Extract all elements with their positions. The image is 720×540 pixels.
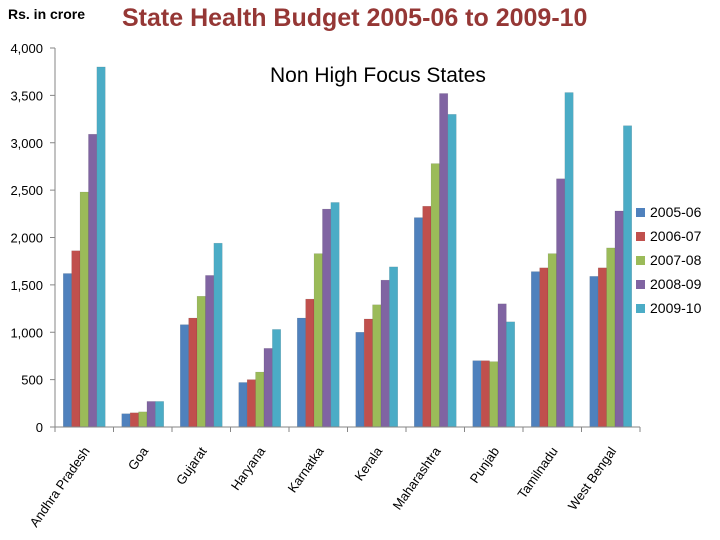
bar-2006-07 xyxy=(363,318,373,428)
bars xyxy=(63,66,632,428)
bar-2005-06 xyxy=(472,360,482,428)
y-axis: 0 500 1,000 1,500 2,000 2,500 3,000 3,500 4,000 xyxy=(10,41,56,435)
bar-2007-08 xyxy=(606,247,616,428)
bar-2009-10 xyxy=(623,125,632,428)
bar-2007-08 xyxy=(196,295,206,428)
legend-label: 2005-06 xyxy=(650,204,702,220)
legend-label: 2007-08 xyxy=(650,252,702,268)
y-tick-label: 2,500 xyxy=(10,183,43,198)
y-tick-label: 500 xyxy=(21,373,43,388)
bar-2009-10 xyxy=(96,66,106,428)
bar-2009-10 xyxy=(330,202,340,428)
bar-2009-10 xyxy=(564,92,574,428)
bar-2008-09 xyxy=(322,208,332,428)
bar-2006-07 xyxy=(129,412,139,428)
y-tick-label: 0 xyxy=(36,420,43,435)
bar-2009-10 xyxy=(447,114,457,428)
legend-swatch xyxy=(636,208,645,217)
bar-2008-09 xyxy=(497,303,507,428)
y-tick-label: 3,500 xyxy=(10,88,43,103)
x-tick-label: Tamilnadu xyxy=(514,444,560,501)
bar-2006-07 xyxy=(188,317,198,428)
bar-2005-06 xyxy=(531,271,540,428)
bar-2006-07 xyxy=(597,267,607,428)
bar-2007-08 xyxy=(313,253,323,428)
bar-2006-07 xyxy=(246,379,256,428)
x-tick-label: West Bengal xyxy=(565,444,619,513)
x-tick-label: Karnatka xyxy=(285,443,328,495)
bar-2008-09 xyxy=(439,93,449,428)
legend-swatch xyxy=(636,256,645,265)
bar-2007-08 xyxy=(138,411,148,428)
bar-2006-07 xyxy=(422,205,432,428)
legend: 2005-06 2006-07 2007-08 2008-09 2009-10 xyxy=(636,204,702,316)
x-tick-label: Haryana xyxy=(228,443,269,492)
chart-subtitle: Non High Focus States xyxy=(270,64,486,87)
bar-2008-09 xyxy=(88,133,98,428)
x-tick-label: Andhra Pradesh xyxy=(27,444,93,530)
legend-swatch xyxy=(636,232,645,241)
bar-2005-06 xyxy=(121,413,131,428)
y-tick-label: 4,000 xyxy=(10,41,43,56)
x-tick-label: Kerala xyxy=(351,443,385,483)
legend-swatch xyxy=(636,304,645,313)
legend-label: 2006-07 xyxy=(650,228,702,244)
bar-2009-10 xyxy=(506,321,516,428)
bar-2008-09 xyxy=(205,275,215,428)
bar-2007-08 xyxy=(547,253,557,428)
bar-2006-07 xyxy=(539,267,549,428)
x-tick-label: Punjab xyxy=(467,444,503,486)
bar-2005-06 xyxy=(238,382,248,428)
bar-2009-10 xyxy=(272,329,282,428)
y-tick-label: 2,000 xyxy=(10,231,43,246)
chart-title: State Health Budget 2005-06 to 2009-10 xyxy=(122,4,588,32)
bar-2007-08 xyxy=(79,191,89,428)
y-tick-label: 1,500 xyxy=(10,278,43,293)
bar-2009-10 xyxy=(213,242,223,428)
x-tick-label: Maharashtra xyxy=(390,443,445,512)
y-tick-label: 1,000 xyxy=(10,325,43,340)
y-tick-label: 3,000 xyxy=(10,136,43,151)
bar-2008-09 xyxy=(146,401,156,428)
x-axis: Andhra Pradesh Goa Gujarat Haryana Karnatka K… xyxy=(27,426,641,530)
bar-2005-06 xyxy=(180,324,189,428)
bar-2007-08 xyxy=(372,304,382,428)
bar-2006-07 xyxy=(71,250,81,428)
bar-2008-09 xyxy=(263,348,273,428)
unit-label: Rs. in crore xyxy=(8,6,86,22)
legend-label: 2009-10 xyxy=(650,300,702,316)
bar-2005-06 xyxy=(355,332,365,428)
bar-2009-10 xyxy=(155,401,165,428)
bar-2005-06 xyxy=(589,276,599,428)
bar-2009-10 xyxy=(389,266,399,428)
bar-2008-09 xyxy=(380,279,390,428)
bar-2007-08 xyxy=(430,163,440,428)
legend-label: 2008-09 xyxy=(650,276,702,292)
bar-2005-06 xyxy=(63,273,72,428)
bar-2005-06 xyxy=(414,217,423,428)
bar-2007-08 xyxy=(489,361,499,428)
bar-2007-08 xyxy=(255,371,265,428)
bar-2006-07 xyxy=(480,360,490,428)
bar-2006-07 xyxy=(305,298,315,428)
x-tick-label: Goa xyxy=(125,443,152,472)
bar-2008-09 xyxy=(556,178,566,428)
bar-2005-06 xyxy=(297,317,306,428)
legend-swatch xyxy=(636,280,645,289)
bar-2008-09 xyxy=(614,210,624,428)
x-tick-label: Gujarat xyxy=(173,444,210,488)
